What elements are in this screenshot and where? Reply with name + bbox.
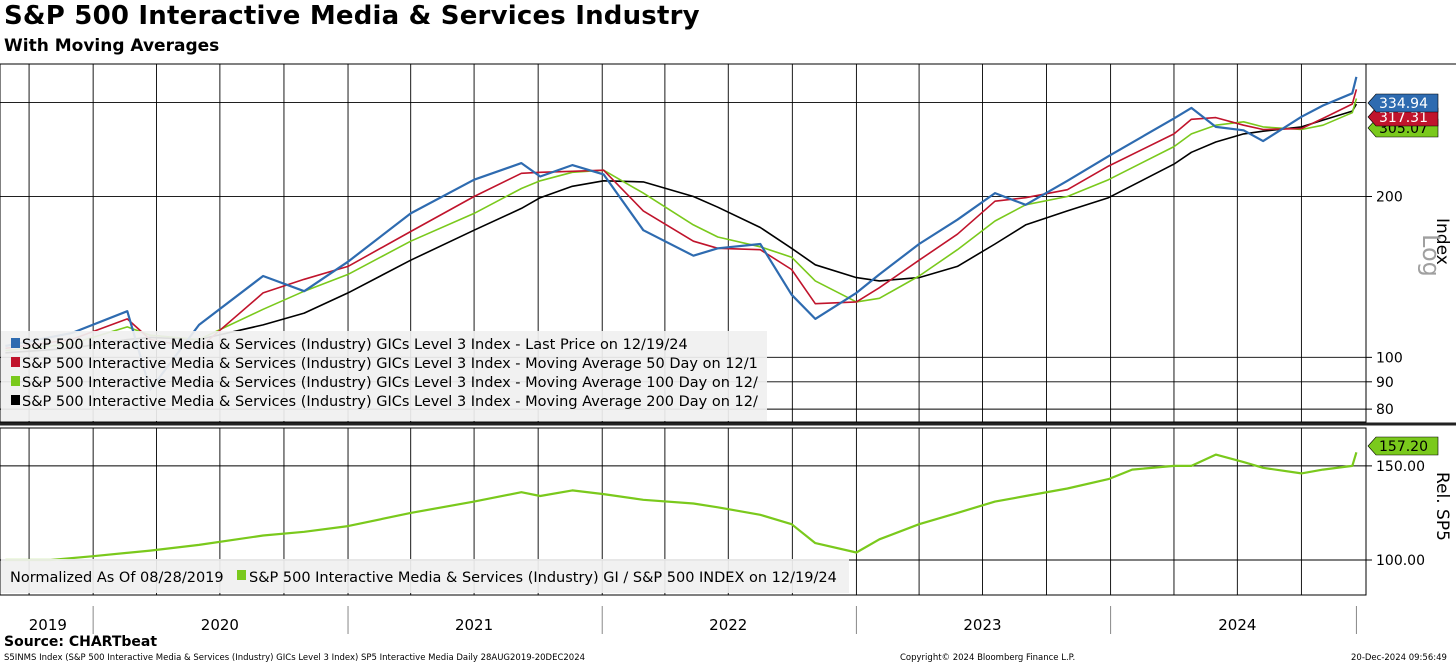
legend-swatch [11, 357, 20, 367]
top-y-axis-label: Index [1432, 218, 1452, 265]
svg-text:157.20: 157.20 [1379, 439, 1428, 455]
legend-entry: S&P 500 Interactive Media & Services (In… [22, 356, 758, 372]
y-tick-label: 100.00 [1376, 553, 1425, 569]
log-scale-label: Log [1417, 234, 1445, 277]
y-tick-label: 200 [1376, 190, 1403, 206]
series-line-ma200 [5, 103, 1358, 354]
normalized-note: Normalized As Of 08/28/2019 [10, 570, 224, 586]
chart-title: S&P 500 Interactive Media & Services Ind… [4, 1, 700, 31]
copyright: Copyright© 2024 Bloomberg Finance L.P. [900, 653, 1076, 663]
bottom-y-axis-label: Rel. SP5 [1432, 472, 1452, 541]
series-line-ma100 [5, 98, 1358, 352]
x-tick-label: 2021 [455, 616, 493, 634]
y-tick-label: 90 [1376, 375, 1394, 391]
ticker-line: S5INMS Index (S&P 500 Interactive Media … [4, 653, 586, 663]
series-line-relative [5, 451, 1358, 562]
x-tick-label: 2020 [201, 616, 239, 634]
x-tick-label: 2024 [1218, 616, 1256, 634]
y-tick-label: 80 [1376, 402, 1394, 418]
chart-subtitle: With Moving Averages [4, 36, 220, 56]
legend-entry: S&P 500 Interactive Media & Services (In… [22, 337, 688, 353]
legend-entry: S&P 500 Interactive Media & Services (In… [22, 394, 758, 410]
svg-text:317.31: 317.31 [1379, 110, 1428, 126]
value-tag-ma50: 317.31 [1367, 107, 1439, 127]
legend-box [1, 331, 767, 421]
x-tick-label: 2022 [709, 616, 747, 634]
legend-swatch [11, 376, 20, 386]
legend-entry: S&P 500 Interactive Media & Services (In… [22, 375, 758, 391]
value-tag-relative: 157.20 [1367, 436, 1439, 456]
x-tick-label: 2019 [29, 616, 67, 634]
bottom-legend-swatch [237, 570, 246, 580]
svg-text:334.94: 334.94 [1379, 96, 1428, 112]
bottom-legend-box [1, 559, 849, 593]
timestamp: 20-Dec-2024 09:56:49 [1351, 653, 1447, 663]
series-line-ma50 [5, 89, 1358, 350]
legend-swatch [11, 395, 20, 405]
y-tick-label: 100 [1376, 350, 1403, 366]
y-tick-label: 150.00 [1376, 459, 1425, 475]
legend-swatch [11, 338, 20, 348]
bottom-panel-frame [0, 427, 1367, 596]
x-tick-label: 2023 [963, 616, 1001, 634]
source-label: Source: CHARTbeat [4, 634, 158, 650]
series-line-price [5, 76, 1358, 391]
bottom-legend-label: S&P 500 Interactive Media & Services (In… [249, 570, 837, 586]
value-tag-price: 334.94 [1367, 93, 1439, 113]
